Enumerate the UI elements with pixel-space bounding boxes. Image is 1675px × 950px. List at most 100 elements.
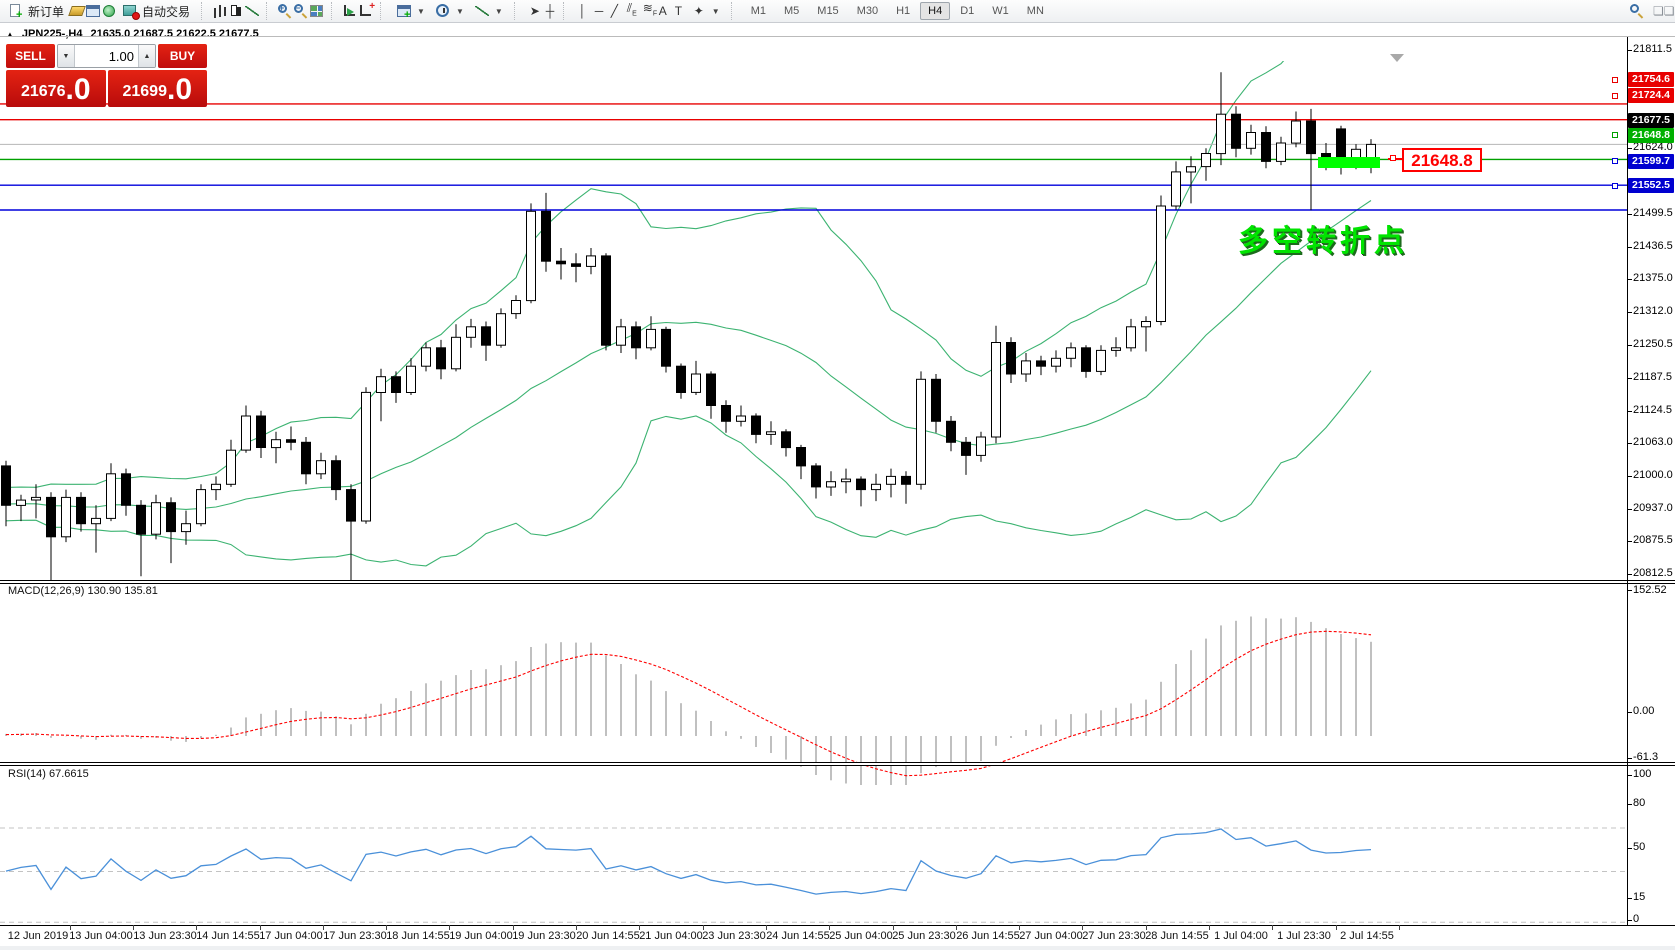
price-tick-label: 21375.0 <box>1633 272 1673 284</box>
autotrading-button[interactable]: 自动交易 <box>117 1 195 22</box>
timeframe-d1[interactable]: D1 <box>960 5 975 17</box>
chart-canvas[interactable] <box>0 48 1675 950</box>
indicator-line <box>5 630 1372 777</box>
hline-object-marker[interactable] <box>1612 93 1618 99</box>
hline-object-marker[interactable] <box>1612 77 1618 83</box>
crosshair-icon[interactable]: ┼ <box>545 4 555 18</box>
rsi-axis-label: 0 <box>1633 913 1640 925</box>
time-axis-label: 18 Jun 14:55 <box>386 930 450 942</box>
trendline-icon[interactable]: ╱ <box>610 4 619 18</box>
timeframe-h4[interactable]: H4 <box>920 2 951 20</box>
timeframe-m1[interactable]: M1 <box>750 5 766 17</box>
price-tick-label: 20875.5 <box>1633 534 1673 546</box>
time-axis-tick <box>639 925 640 930</box>
templates-button[interactable]: ▼ <box>469 1 508 21</box>
buy-price-button[interactable]: 21699.0 <box>107 70 207 107</box>
volume-increase-button[interactable]: ▲ <box>138 45 155 67</box>
fibonacci-icon[interactable]: ≋F <box>642 0 658 18</box>
volume-value[interactable]: 1.00 <box>108 48 134 64</box>
line-chart-icon[interactable] <box>244 3 260 19</box>
timeframe-m15[interactable]: M15 <box>817 5 839 17</box>
cursor-icon[interactable]: ➤ <box>529 4 540 18</box>
price-tick-label: 21811.5 <box>1633 43 1672 55</box>
rsi-tick <box>1627 775 1632 776</box>
price-tick-label: 21312.0 <box>1633 305 1673 317</box>
candlestick-chart-icon[interactable] <box>228 3 244 19</box>
time-axis-label: 27 Jun 04:00 <box>1019 930 1083 942</box>
price-tick <box>1627 148 1632 149</box>
time-axis-tick <box>1399 925 1400 930</box>
timeframe-m5[interactable]: M5 <box>784 5 800 17</box>
highlight-box <box>1318 157 1380 168</box>
timeframe-m30[interactable]: M30 <box>856 5 879 17</box>
volume-stepper: ▼ 1.00 ▲ <box>57 44 156 68</box>
time-axis-tick <box>70 925 71 930</box>
buy-button[interactable]: BUY <box>158 44 207 68</box>
price-tick-label: 20937.0 <box>1633 502 1673 514</box>
time-axis-label: 21 Jun 04:00 <box>639 930 703 942</box>
collapse-panel-icon[interactable]: ▲ <box>6 29 14 39</box>
timeframe-w1[interactable]: W1 <box>992 5 1009 17</box>
chart-shift-marker[interactable] <box>1390 54 1404 62</box>
chart-top-border <box>0 36 1675 37</box>
rsi-tick <box>1627 898 1632 899</box>
price-tick <box>1627 345 1632 346</box>
time-axis-label: 20 Jun 14:55 <box>576 930 640 942</box>
zoom-out-icon[interactable]: − <box>293 3 309 19</box>
rsi-pane-separator[interactable] <box>0 762 1675 766</box>
timeframe-h1[interactable]: H1 <box>896 5 911 17</box>
channel-icon[interactable]: ⫽E <box>626 0 637 18</box>
indicators-button[interactable]: + ▼ <box>391 1 430 21</box>
price-tick-label: 20812.5 <box>1633 567 1673 579</box>
market-watch-icon[interactable] <box>68 3 86 19</box>
tile-windows-icon[interactable] <box>309 3 325 19</box>
time-axis-label: 25 Jun 04:00 <box>829 930 893 942</box>
data-window-icon[interactable] <box>85 3 101 19</box>
time-axis-tick <box>449 925 450 930</box>
horizontal-line-icon[interactable]: ─ <box>594 4 604 18</box>
hline-object-marker[interactable] <box>1612 183 1618 189</box>
macd-tick <box>1627 758 1632 759</box>
navigator-icon[interactable] <box>101 3 117 19</box>
indicators-icon: + <box>396 3 412 21</box>
time-axis-tick <box>703 925 704 930</box>
price-callout[interactable]: 21648.8 <box>1402 148 1482 172</box>
time-axis-label: 28 Jun 14:55 <box>1145 930 1209 942</box>
periods-button[interactable]: ▼ <box>430 1 469 21</box>
price-tick-label: 21000.0 <box>1633 469 1673 481</box>
chat-icon[interactable]: ❏❏ <box>1653 4 1675 18</box>
callout-anchor[interactable] <box>1390 155 1396 161</box>
bar-chart-icon[interactable] <box>212 3 228 19</box>
price-axis-line[interactable] <box>1627 36 1628 926</box>
symbol-period: JPN225-,H4 <box>21 28 83 40</box>
time-axis-label: 1 Jul 04:00 <box>1214 930 1268 942</box>
price-tick <box>1627 247 1632 248</box>
text-icon[interactable]: A <box>658 4 667 18</box>
vertical-line-icon[interactable]: │ <box>578 4 587 18</box>
macd-pane-separator[interactable] <box>0 580 1675 584</box>
sell-button[interactable]: SELL <box>6 44 55 68</box>
chart-shift-icon[interactable]: + <box>358 1 375 19</box>
volume-decrease-button[interactable]: ▼ <box>58 45 75 67</box>
new-order-button[interactable]: + 新订单 <box>3 1 69 22</box>
price-tag-21724.4: 21724.4 <box>1628 88 1674 103</box>
chart-window[interactable]: ▲ JPN225-,H4 21635.0 21687.5 21622.5 216… <box>0 24 1675 950</box>
arrows-button[interactable]: ✦ ▼ <box>686 1 725 21</box>
zoom-in-icon[interactable]: + <box>277 3 293 19</box>
hline-object-marker[interactable] <box>1612 132 1618 138</box>
rsi-tick <box>1627 804 1632 805</box>
time-axis-tick <box>323 925 324 930</box>
candlestick-series <box>1 72 1376 582</box>
price-tick <box>1627 50 1632 51</box>
timeframe-mn[interactable]: MN <box>1026 5 1044 17</box>
hline-object-marker[interactable] <box>1612 158 1618 164</box>
sell-price: 21676 <box>20 83 66 100</box>
price-tag-21677.5: 21677.5 <box>1628 113 1674 128</box>
search-icon[interactable] <box>1629 3 1645 19</box>
sell-price-button[interactable]: 21676.0 <box>6 70 106 107</box>
text-label-icon[interactable]: T <box>674 4 683 18</box>
auto-scroll-icon[interactable] <box>342 3 358 19</box>
time-axis-label: 12 Jun 2019 <box>7 930 69 942</box>
price-tick-label: 21436.5 <box>1633 240 1673 252</box>
